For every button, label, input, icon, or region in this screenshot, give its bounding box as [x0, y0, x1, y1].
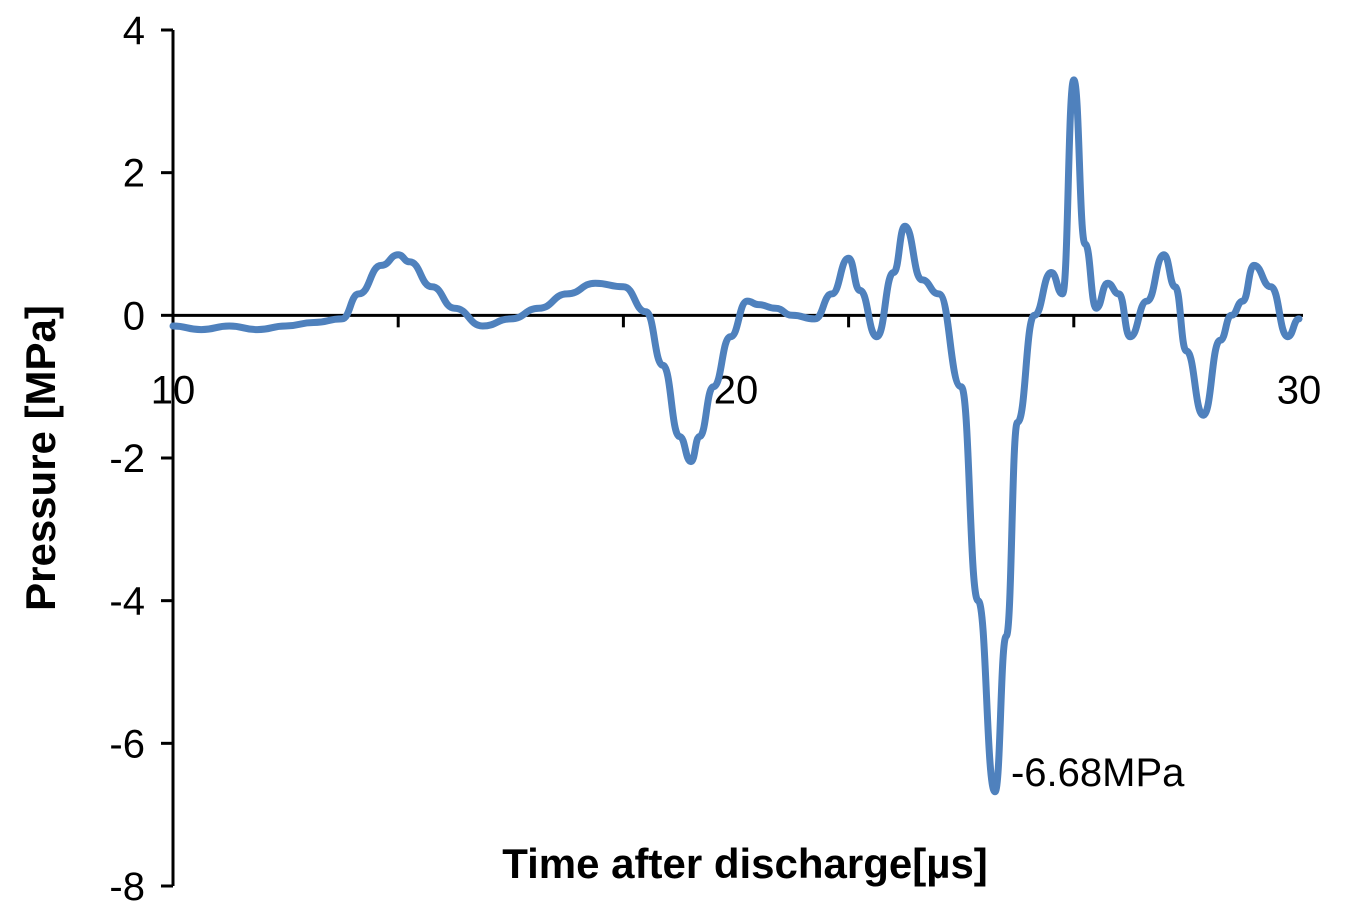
y-tick-label: -8: [109, 865, 145, 909]
x-tick-label: 10: [151, 368, 196, 412]
y-axis-title: Pressure [MPa]: [17, 305, 64, 611]
x-axis-title: Time after discharge[µs]: [502, 840, 988, 887]
x-tick-label: 30: [1277, 368, 1322, 412]
y-tick-label: 4: [123, 9, 145, 53]
y-tick-label: -4: [109, 580, 145, 624]
y-ticks: 4 2 0 -2 -4 -6 -8: [109, 9, 173, 909]
min-pressure-annotation: -6.68MPa: [1011, 751, 1185, 795]
y-tick-label: -6: [109, 722, 145, 766]
x-ticks: 10 20 30: [151, 315, 1322, 412]
y-tick-label: 2: [123, 152, 145, 196]
y-tick-label: -2: [109, 437, 145, 481]
y-tick-label: 0: [123, 294, 145, 338]
pressure-series-line: [169, 76, 1303, 796]
